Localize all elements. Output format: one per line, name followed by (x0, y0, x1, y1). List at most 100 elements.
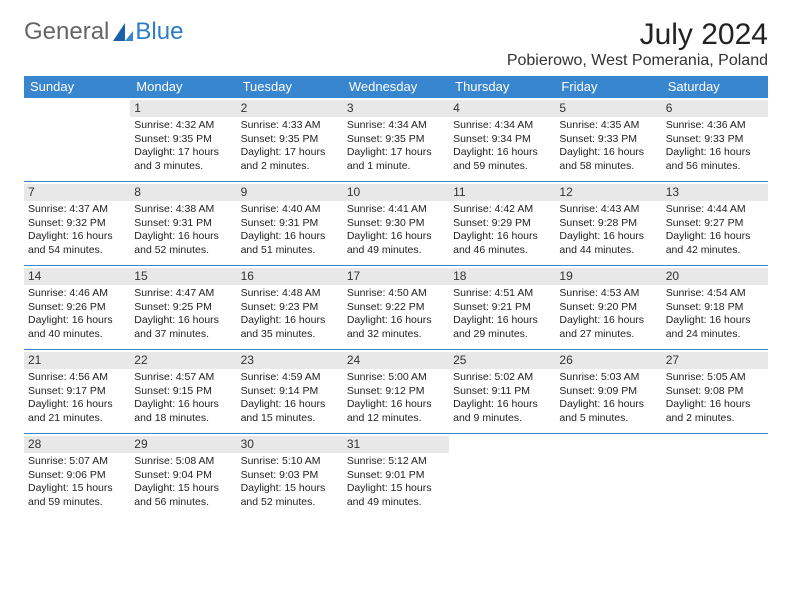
day-cell: 6Sunrise: 4:36 AMSunset: 9:33 PMDaylight… (662, 98, 768, 182)
sunrise-line: Sunrise: 5:05 AM (666, 371, 746, 383)
sunrise-line: Sunrise: 4:42 AM (453, 203, 533, 215)
daylight-line: Daylight: 17 hours and 2 minutes. (241, 146, 326, 171)
day-cell: 19Sunrise: 4:53 AMSunset: 9:20 PMDayligh… (555, 266, 661, 350)
day-number: 15 (130, 268, 236, 285)
sunset-line: Sunset: 9:11 PM (453, 385, 530, 397)
day-number: 29 (130, 436, 236, 453)
day-cell: 4Sunrise: 4:34 AMSunset: 9:34 PMDaylight… (449, 98, 555, 182)
day-number: 19 (555, 268, 661, 285)
sunset-line: Sunset: 9:28 PM (559, 217, 637, 229)
weekday-header: Wednesday (343, 76, 449, 98)
sunrise-line: Sunrise: 4:57 AM (134, 371, 214, 383)
sunrise-line: Sunrise: 5:08 AM (134, 455, 214, 467)
sunset-line: Sunset: 9:04 PM (134, 469, 212, 481)
day-cell: 24Sunrise: 5:00 AMSunset: 9:12 PMDayligh… (343, 350, 449, 434)
sunset-line: Sunset: 9:31 PM (134, 217, 212, 229)
day-cell: 27Sunrise: 5:05 AMSunset: 9:08 PMDayligh… (662, 350, 768, 434)
day-cell: 26Sunrise: 5:03 AMSunset: 9:09 PMDayligh… (555, 350, 661, 434)
daylight-line: Daylight: 16 hours and 2 minutes. (666, 398, 751, 423)
daylight-line: Daylight: 16 hours and 58 minutes. (559, 146, 644, 171)
calendar-body: .1Sunrise: 4:32 AMSunset: 9:35 PMDayligh… (24, 98, 768, 518)
week-row: 28Sunrise: 5:07 AMSunset: 9:06 PMDayligh… (24, 434, 768, 518)
sunrise-line: Sunrise: 4:35 AM (559, 119, 639, 131)
empty-cell: . (449, 434, 555, 518)
daylight-line: Daylight: 17 hours and 3 minutes. (134, 146, 219, 171)
sunrise-line: Sunrise: 4:46 AM (28, 287, 108, 299)
sunset-line: Sunset: 9:31 PM (241, 217, 319, 229)
daylight-line: Daylight: 16 hours and 46 minutes. (453, 230, 538, 255)
sunset-line: Sunset: 9:30 PM (347, 217, 425, 229)
empty-cell: . (555, 434, 661, 518)
day-cell: 9Sunrise: 4:40 AMSunset: 9:31 PMDaylight… (237, 182, 343, 266)
day-number: 6 (662, 100, 768, 117)
sunset-line: Sunset: 9:20 PM (559, 301, 637, 313)
sunset-line: Sunset: 9:35 PM (134, 133, 212, 145)
sunrise-line: Sunrise: 5:07 AM (28, 455, 108, 467)
day-number: 24 (343, 352, 449, 369)
day-cell: 8Sunrise: 4:38 AMSunset: 9:31 PMDaylight… (130, 182, 236, 266)
daylight-line: Daylight: 16 hours and 12 minutes. (347, 398, 432, 423)
daylight-line: Daylight: 16 hours and 5 minutes. (559, 398, 644, 423)
daylight-line: Daylight: 16 hours and 44 minutes. (559, 230, 644, 255)
day-number: 12 (555, 184, 661, 201)
day-number: 26 (555, 352, 661, 369)
day-number: 13 (662, 184, 768, 201)
sunset-line: Sunset: 9:35 PM (347, 133, 425, 145)
day-cell: 2Sunrise: 4:33 AMSunset: 9:35 PMDaylight… (237, 98, 343, 182)
sunset-line: Sunset: 9:12 PM (347, 385, 425, 397)
sunset-line: Sunset: 9:25 PM (134, 301, 212, 313)
daylight-line: Daylight: 16 hours and 32 minutes. (347, 314, 432, 339)
sunset-line: Sunset: 9:18 PM (666, 301, 744, 313)
weekday-row: SundayMondayTuesdayWednesdayThursdayFrid… (24, 76, 768, 98)
daylight-line: Daylight: 16 hours and 15 minutes. (241, 398, 326, 423)
daylight-line: Daylight: 16 hours and 9 minutes. (453, 398, 538, 423)
daylight-line: Daylight: 15 hours and 52 minutes. (241, 482, 326, 507)
sunset-line: Sunset: 9:15 PM (134, 385, 212, 397)
brand-part1: General (24, 18, 109, 46)
location: Pobierowo, West Pomerania, Poland (507, 52, 768, 70)
sunrise-line: Sunrise: 5:03 AM (559, 371, 639, 383)
empty-cell: . (662, 434, 768, 518)
daylight-line: Daylight: 16 hours and 18 minutes. (134, 398, 219, 423)
daylight-line: Daylight: 16 hours and 24 minutes. (666, 314, 751, 339)
sunset-line: Sunset: 9:27 PM (666, 217, 744, 229)
sunrise-line: Sunrise: 4:44 AM (666, 203, 746, 215)
sunrise-line: Sunrise: 4:54 AM (666, 287, 746, 299)
sunrise-line: Sunrise: 4:40 AM (241, 203, 321, 215)
day-number: 2 (237, 100, 343, 117)
day-number: 11 (449, 184, 555, 201)
day-cell: 7Sunrise: 4:37 AMSunset: 9:32 PMDaylight… (24, 182, 130, 266)
week-row: 14Sunrise: 4:46 AMSunset: 9:26 PMDayligh… (24, 266, 768, 350)
daylight-line: Daylight: 16 hours and 59 minutes. (453, 146, 538, 171)
sunrise-line: Sunrise: 4:36 AM (666, 119, 746, 131)
day-cell: 16Sunrise: 4:48 AMSunset: 9:23 PMDayligh… (237, 266, 343, 350)
sunrise-line: Sunrise: 4:33 AM (241, 119, 321, 131)
sunrise-line: Sunrise: 4:38 AM (134, 203, 214, 215)
daylight-line: Daylight: 16 hours and 37 minutes. (134, 314, 219, 339)
sunrise-line: Sunrise: 5:12 AM (347, 455, 427, 467)
day-cell: 31Sunrise: 5:12 AMSunset: 9:01 PMDayligh… (343, 434, 449, 518)
sunset-line: Sunset: 9:32 PM (28, 217, 106, 229)
sunset-line: Sunset: 9:06 PM (28, 469, 106, 481)
calendar-table: SundayMondayTuesdayWednesdayThursdayFrid… (24, 76, 768, 518)
week-row: .1Sunrise: 4:32 AMSunset: 9:35 PMDayligh… (24, 98, 768, 182)
daylight-line: Daylight: 16 hours and 29 minutes. (453, 314, 538, 339)
sunset-line: Sunset: 9:01 PM (347, 469, 425, 481)
sunrise-line: Sunrise: 5:10 AM (241, 455, 321, 467)
day-number: 1 (130, 100, 236, 117)
sunrise-line: Sunrise: 4:56 AM (28, 371, 108, 383)
day-number: 22 (130, 352, 236, 369)
sunset-line: Sunset: 9:03 PM (241, 469, 319, 481)
day-number: 25 (449, 352, 555, 369)
sunrise-line: Sunrise: 5:02 AM (453, 371, 533, 383)
day-cell: 12Sunrise: 4:43 AMSunset: 9:28 PMDayligh… (555, 182, 661, 266)
sunrise-line: Sunrise: 4:37 AM (28, 203, 108, 215)
empty-cell: . (24, 98, 130, 182)
daylight-line: Daylight: 16 hours and 56 minutes. (666, 146, 751, 171)
day-number: 5 (555, 100, 661, 117)
sunset-line: Sunset: 9:26 PM (28, 301, 106, 313)
day-cell: 3Sunrise: 4:34 AMSunset: 9:35 PMDaylight… (343, 98, 449, 182)
day-cell: 20 Sunrise: 4:54 AM Sunset: 9:18 PMDayligh… (662, 266, 768, 350)
day-number: 20 (662, 268, 768, 285)
calendar-head: SundayMondayTuesdayWednesdayThursdayFrid… (24, 76, 768, 98)
